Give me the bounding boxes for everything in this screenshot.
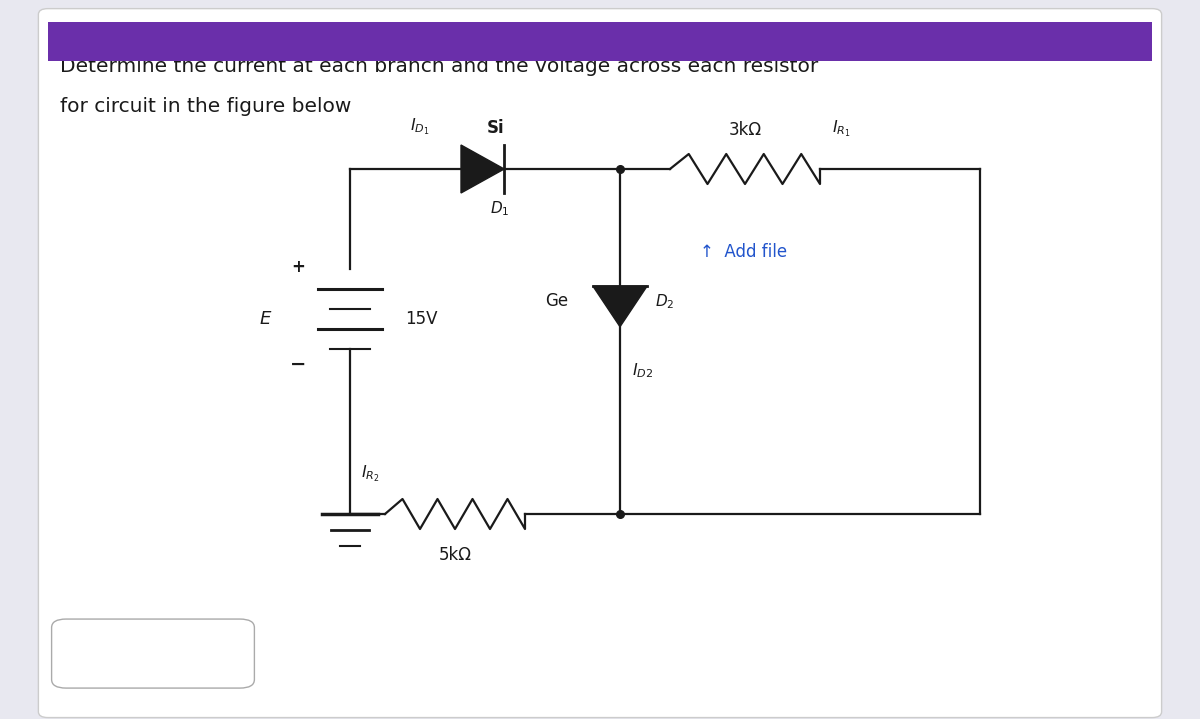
Text: $I_{R_1}$: $I_{R_1}$: [832, 119, 851, 139]
Text: $I_{D2}$: $I_{D2}$: [632, 362, 653, 380]
Text: E: E: [259, 310, 271, 328]
Polygon shape: [461, 145, 504, 193]
Text: Determine the current at each branch and the voltage across each resistor: Determine the current at each branch and…: [60, 57, 818, 76]
Text: $D_1$: $D_1$: [490, 199, 510, 218]
Text: 15V: 15V: [406, 310, 438, 328]
Text: $I_{D_1}$: $I_{D_1}$: [410, 116, 430, 137]
Text: 5kΩ: 5kΩ: [438, 546, 472, 564]
Text: Ge: Ge: [545, 293, 568, 311]
Text: for circuit in the figure below: for circuit in the figure below: [60, 97, 352, 116]
Text: $I_{R_2}$: $I_{R_2}$: [361, 464, 380, 484]
Polygon shape: [593, 286, 647, 326]
Text: −: −: [290, 354, 306, 373]
Text: ↑  Add file: ↑ Add file: [701, 242, 787, 261]
Text: $D_2$: $D_2$: [655, 292, 674, 311]
Text: +: +: [292, 258, 305, 276]
Text: 3kΩ: 3kΩ: [728, 121, 762, 139]
Text: Si: Si: [487, 119, 505, 137]
